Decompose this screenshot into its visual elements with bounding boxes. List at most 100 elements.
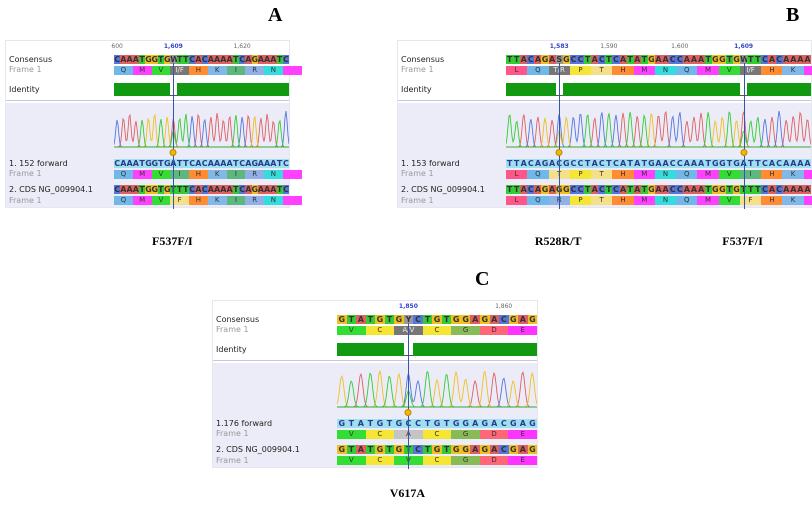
amino-acid: T [548, 170, 570, 179]
nucleotide: T [365, 315, 376, 324]
amino-acid: Q [527, 66, 549, 75]
nucleotide: T [139, 159, 146, 168]
row-label-ref[interactable]: 2. CDS NG_009904.1 [401, 185, 485, 194]
divider [6, 100, 289, 101]
variant-marker[interactable] [740, 149, 748, 156]
nucleotide: A [654, 185, 663, 194]
nucleotide: C [114, 159, 121, 168]
nucleotide: A [803, 55, 812, 64]
nucleotide: T [176, 185, 183, 194]
identity-gap [555, 83, 563, 96]
identity-gap [403, 343, 414, 356]
row-label-ref[interactable]: 2. CDS NG_009904.1 [9, 185, 93, 194]
row-label-ref[interactable]: 2. CDS NG_009904.1 [216, 445, 300, 454]
nucleotide: T [157, 55, 164, 64]
amino-acid: I [170, 170, 189, 179]
nucleotide: T [182, 185, 189, 194]
nucleotide: A [768, 55, 776, 64]
nucleotide: T [276, 55, 283, 64]
nucleotide: A [534, 185, 542, 194]
alignment-panel-c: Consensus Frame 1 Identity 1.176 forward Fra… [212, 300, 538, 469]
nucleotide: T [605, 185, 613, 194]
nucleotide: G [647, 55, 655, 64]
nucleotide: A [796, 185, 804, 194]
amino-acid: H [189, 66, 208, 75]
mutation-label: F537F/I [152, 234, 193, 248]
amino-acid: I [739, 170, 762, 179]
amino-acid: Q [114, 196, 133, 205]
amino-acid: V [151, 196, 171, 205]
nucleotide: G [711, 55, 719, 64]
nucleotide: C [282, 159, 289, 168]
variant-marker[interactable] [404, 409, 412, 416]
variant-marker[interactable] [169, 149, 177, 156]
reference-sequence[interactable]: TTACAGAGGCCTACTCATATGAACCAAATGGTGTTTCACA… [506, 185, 812, 194]
nucleotide: T [605, 55, 613, 64]
amino-acid: H [612, 66, 634, 75]
amino-acid: H [189, 170, 208, 179]
nucleotide: A [195, 159, 202, 168]
trace-A [114, 113, 289, 148]
ruler-tick: 600 [111, 43, 123, 50]
nucleotide: G [251, 159, 258, 168]
nucleotide: C [612, 55, 620, 64]
nucleotide: A [591, 159, 599, 168]
nucleotide: T [754, 185, 762, 194]
amino-acid: K [207, 170, 227, 179]
nucleotide: A [662, 55, 670, 64]
row-label-sample[interactable]: 1. 153 forward [401, 159, 460, 168]
amino-acid: V [337, 326, 366, 335]
nucleotide: G [562, 185, 570, 194]
nucleotide: A [257, 55, 264, 64]
row-label-identity: Identity [401, 85, 432, 94]
nucleotide: G [460, 445, 471, 454]
sample-sequence[interactable]: GTATGTGCCTGTGGAGACGAG [337, 419, 538, 428]
row-label-sample[interactable]: 1.176 forward [216, 419, 273, 428]
nucleotide: T [441, 419, 452, 428]
variant-marker[interactable] [555, 149, 563, 156]
identity-bar [337, 343, 537, 356]
mutation-label: F537F/I [722, 234, 763, 248]
nucleotide: T [747, 55, 755, 64]
nucleotide: A [245, 159, 252, 168]
nucleotide: T [704, 185, 712, 194]
nucleotide: A [768, 185, 776, 194]
reference-sequence[interactable]: GTATGTGTCTGTGGAGACGAG [337, 445, 538, 454]
nucleotide: A [520, 185, 528, 194]
nucleotide: T [513, 55, 521, 64]
nucleotide: T [346, 445, 357, 454]
nucleotide: T [584, 159, 592, 168]
nucleotide: T [384, 315, 395, 324]
nucleotide: G [718, 159, 726, 168]
nucleotide: A [534, 159, 542, 168]
sample-sequence[interactable]: CAAATGGTGATTCACAAAATCAGAAATC [114, 159, 289, 168]
trace-A [337, 371, 537, 408]
sample-sequence[interactable]: TTACAGACGCCTACTCATATGAACCAAATGGTGATTCACA… [506, 159, 812, 168]
nucleotide: G [508, 315, 519, 324]
alignment-panel-b: Consensus Frame 1 Identity 1. 153 forward Fr… [397, 40, 812, 209]
chromatogram-trace [114, 111, 289, 148]
nucleotide: A [195, 185, 202, 194]
amino-acid: H [612, 170, 634, 179]
amino-acid: D [479, 456, 509, 465]
amino-acid: C [422, 430, 452, 439]
nucleotide: A [633, 159, 641, 168]
nucleotide: A [264, 159, 271, 168]
amino-acid: N [654, 196, 677, 205]
nucleotide: A [132, 159, 139, 168]
row-label-sample[interactable]: 1. 152 forward [9, 159, 68, 168]
nucleotide: C [239, 185, 246, 194]
nucleotide: G [145, 159, 152, 168]
nucleotide: A [520, 55, 528, 64]
amino-acid: E [508, 456, 537, 465]
reference-sequence[interactable]: CAAATGGTGTTTCACAAAATCAGAAATC [114, 185, 289, 194]
amino-acid: T [591, 66, 613, 75]
nucleotide: A [633, 55, 641, 64]
nucleotide: T [441, 445, 452, 454]
nucleotide: T [747, 159, 755, 168]
nucleotide: A [264, 185, 271, 194]
